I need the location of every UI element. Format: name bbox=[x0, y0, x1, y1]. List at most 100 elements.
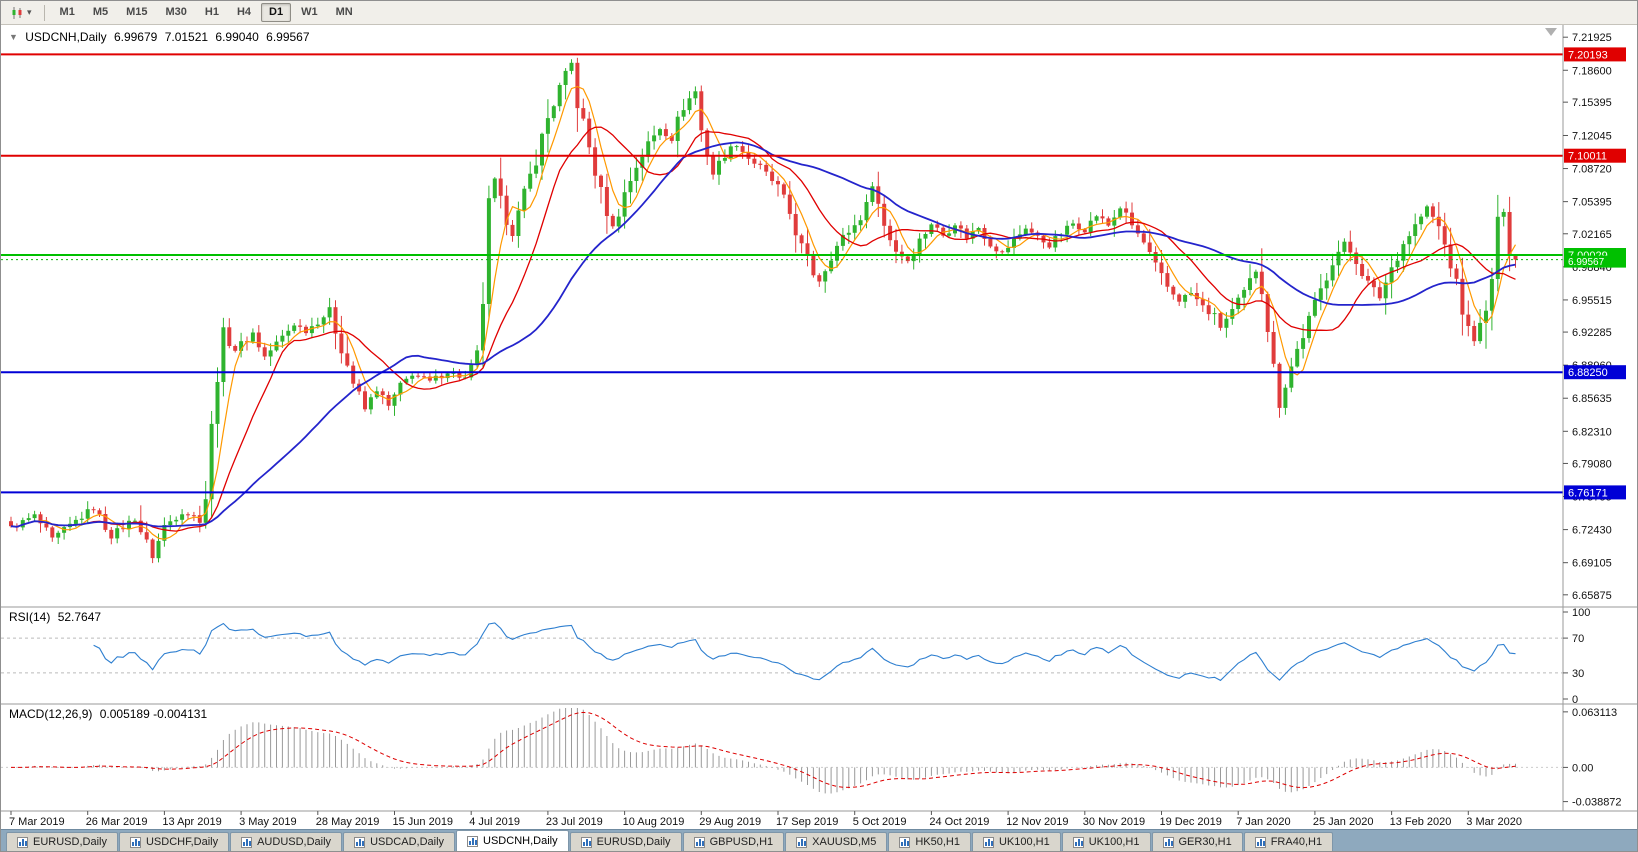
candle-body bbox=[309, 326, 314, 334]
chart-tab-xauusd-m5[interactable]: XAUUSD,M5 bbox=[785, 832, 888, 851]
tab-label: XAUUSD,M5 bbox=[812, 836, 877, 848]
candle-body bbox=[492, 178, 497, 199]
candle-body bbox=[852, 225, 857, 233]
candle-body bbox=[1318, 288, 1323, 300]
candle-body bbox=[1159, 262, 1164, 274]
rsi-line bbox=[93, 622, 1516, 682]
chart-tab-uk100-h1[interactable]: UK100,H1 bbox=[1061, 832, 1151, 851]
price-tag[interactable] bbox=[1564, 47, 1626, 62]
timeframe-button-h1[interactable]: H1 bbox=[204, 6, 219, 18]
timeframe-button-m1[interactable]: M1 bbox=[59, 6, 75, 18]
candle-body bbox=[410, 375, 415, 379]
symbol-period-label: USDCNH,Daily bbox=[25, 30, 107, 44]
candle-body bbox=[658, 129, 662, 136]
tab-chart-icon bbox=[899, 836, 911, 848]
timeframe-button-h4[interactable]: H4 bbox=[236, 6, 252, 18]
tab-label: EURUSD,Daily bbox=[33, 836, 107, 848]
chart-tab-uk100-h1[interactable]: UK100,H1 bbox=[971, 832, 1061, 851]
candle-body bbox=[1460, 278, 1465, 315]
chart-canvas[interactable]: 7.21925 7.18600 7.15395 7.12045 7.08720 7.053… bbox=[1, 25, 1638, 831]
candle-body bbox=[174, 519, 179, 522]
chart-type-button[interactable]: ▾ bbox=[4, 2, 38, 24]
price-tag[interactable] bbox=[1564, 148, 1626, 163]
candle-body bbox=[486, 198, 491, 304]
price-tag[interactable] bbox=[1564, 365, 1626, 380]
tab-label: GER30,H1 bbox=[1178, 836, 1232, 848]
chart-tab-gbpusd-h1[interactable]: GBPUSD,H1 bbox=[682, 832, 785, 851]
price-tick-label: 6.82310 bbox=[1572, 426, 1612, 438]
timeframe-button-m30[interactable]: M30 bbox=[165, 6, 187, 18]
candle-body bbox=[44, 523, 49, 528]
candle-body bbox=[1112, 217, 1117, 226]
price-tag-label: 6.99567 bbox=[1568, 257, 1605, 268]
candle-body bbox=[1442, 226, 1447, 245]
price-tick-label: 6.72430 bbox=[1572, 525, 1612, 537]
candle-body bbox=[227, 327, 232, 346]
chart-tab-eurusd-daily[interactable]: EURUSD,Daily bbox=[569, 832, 682, 851]
price-tick-label: 6.65875 bbox=[1572, 590, 1612, 602]
candle-body bbox=[947, 233, 952, 236]
candle-body bbox=[740, 146, 745, 152]
candle-body bbox=[669, 136, 674, 141]
candle-body bbox=[1171, 286, 1176, 295]
candle-body bbox=[215, 382, 220, 424]
candle-body bbox=[339, 333, 344, 354]
timeframe-button-d1[interactable]: D1 bbox=[261, 3, 292, 22]
candle-body bbox=[1100, 216, 1105, 219]
candle-body bbox=[1466, 314, 1471, 326]
candle-body bbox=[1289, 366, 1294, 388]
timeframe-button-m5[interactable]: M5 bbox=[92, 6, 109, 18]
candle-body bbox=[1006, 247, 1011, 253]
candle-body bbox=[1065, 225, 1070, 235]
chart-tab-usdcad-daily[interactable]: USDCAD,Daily bbox=[343, 832, 456, 851]
timeframe-buttons: M1 M5 M15 M30 H1 H4 D1 W1 MN bbox=[51, 1, 362, 24]
candle-body bbox=[475, 350, 480, 365]
candle-body bbox=[575, 62, 580, 109]
candle-body bbox=[976, 228, 981, 232]
candle-body bbox=[1454, 268, 1459, 279]
chart-tab-usdcnh-daily[interactable]: USDCNH,Daily bbox=[456, 830, 569, 851]
timeframe-button-m15[interactable]: M15 bbox=[126, 6, 148, 18]
chart-tab-ger30-h1[interactable]: GER30,H1 bbox=[1151, 832, 1243, 851]
date-tick-label: 12 Nov 2019 bbox=[1006, 816, 1068, 828]
candle-body bbox=[587, 118, 592, 148]
candle-body bbox=[1076, 223, 1081, 230]
chart-tab-eurusd-daily[interactable]: EURUSD,Daily bbox=[6, 832, 118, 851]
title-collapse-arrow[interactable]: ▼ bbox=[9, 32, 18, 42]
date-tick-label: 13 Apr 2019 bbox=[162, 816, 221, 828]
price-tag-label: 6.88250 bbox=[1568, 367, 1608, 379]
candle-body bbox=[1023, 228, 1028, 235]
candle-body bbox=[26, 518, 31, 520]
candle-body bbox=[835, 245, 839, 261]
date-tick-label: 15 Jun 2019 bbox=[393, 816, 454, 828]
timeframe-button-w1[interactable]: W1 bbox=[301, 6, 318, 18]
candle-body bbox=[144, 532, 149, 540]
price-tag[interactable] bbox=[1564, 485, 1626, 500]
price-tick-label: 7.15395 bbox=[1572, 97, 1612, 109]
candle-body bbox=[150, 539, 155, 559]
chart-tab-fra40-h1[interactable]: FRA40,H1 bbox=[1243, 832, 1334, 851]
price-tick-label: 7.21925 bbox=[1572, 32, 1612, 44]
candle-body bbox=[250, 332, 255, 342]
chart-shift-marker[interactable] bbox=[1545, 28, 1557, 36]
candle-body bbox=[203, 499, 208, 523]
candle-body bbox=[357, 383, 362, 392]
timeframe-button-mn[interactable]: MN bbox=[335, 6, 353, 18]
tab-label: UK100,H1 bbox=[998, 836, 1050, 848]
candle-body bbox=[280, 335, 285, 342]
price-tick-label: 6.95515 bbox=[1572, 295, 1612, 307]
price-tag[interactable] bbox=[1564, 255, 1626, 268]
date-tick-label: 3 May 2019 bbox=[239, 816, 296, 828]
chart-tab-usdchf-daily[interactable]: USDCHF,Daily bbox=[118, 832, 230, 851]
candle-body bbox=[1212, 313, 1217, 315]
candle-body bbox=[911, 255, 916, 262]
candle-body bbox=[1360, 264, 1365, 276]
candle-body bbox=[876, 186, 881, 204]
price-tick-label: 6.92285 bbox=[1572, 327, 1612, 339]
chart-tab-hk50-h1[interactable]: HK50,H1 bbox=[888, 832, 971, 851]
tab-chart-icon bbox=[129, 836, 141, 848]
chart-tab-audusd-daily[interactable]: AUDUSD,Daily bbox=[230, 832, 343, 851]
candle-body bbox=[351, 365, 356, 384]
candle-body bbox=[1147, 242, 1152, 252]
candle-body bbox=[923, 234, 928, 239]
